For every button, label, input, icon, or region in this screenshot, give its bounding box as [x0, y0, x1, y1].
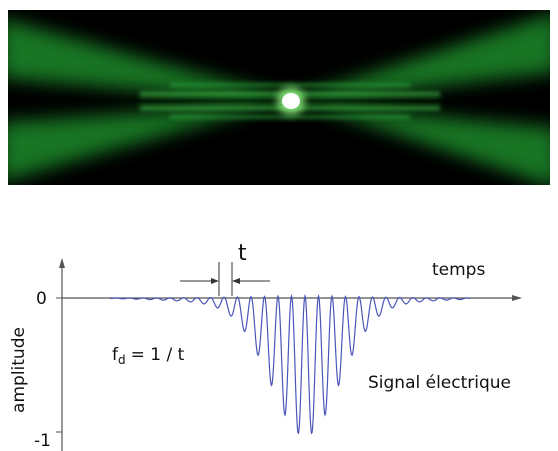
- beam-image: [8, 10, 550, 185]
- signal-wave: [109, 293, 471, 435]
- signal-label: Signal électrique: [368, 373, 511, 393]
- focal-spot: [282, 93, 300, 109]
- beam: [8, 20, 550, 185]
- formula-sub: d: [118, 353, 126, 367]
- formula: fd = 1 / t: [112, 345, 185, 367]
- y-tick-label: -1: [34, 431, 51, 451]
- arrow: [512, 295, 522, 301]
- beam: [8, 14, 550, 180]
- y-tick-label: 0: [36, 289, 47, 309]
- signal-plot: t temps 0 -1 amplitude fd = 1 / t Signal …: [9, 241, 522, 451]
- temps-label: temps: [432, 260, 485, 280]
- formula-rest: = 1 / t: [131, 345, 185, 365]
- formula-f: f: [112, 345, 119, 365]
- t-label: t: [238, 241, 247, 266]
- arrow: [232, 278, 240, 284]
- y-axis-label: amplitude: [9, 327, 29, 413]
- arrow: [59, 258, 65, 268]
- arrow: [211, 278, 219, 284]
